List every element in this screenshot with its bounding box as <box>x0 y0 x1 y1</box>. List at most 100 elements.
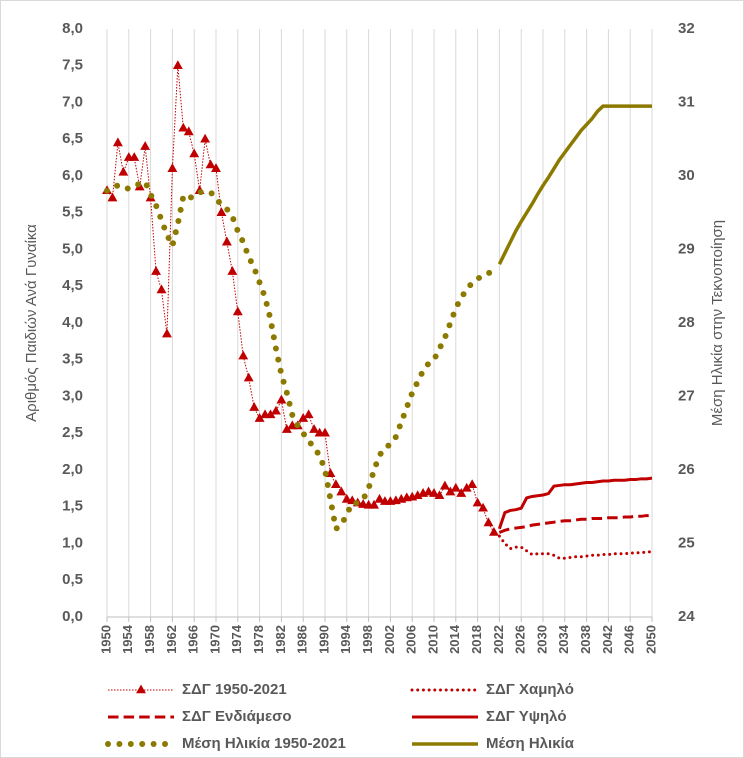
series-marker <box>129 152 140 161</box>
series-marker <box>276 394 287 404</box>
x-tick-label: 2034 <box>556 624 571 654</box>
y2-tick-label: 28 <box>678 314 695 331</box>
series-marker <box>254 413 265 422</box>
x-tick-label: 2006 <box>404 625 419 654</box>
y-axis-label: Αριθμός Παιδιών Ανά Γυναίκα <box>23 224 40 422</box>
series-marker <box>178 122 189 132</box>
series-line <box>497 534 654 560</box>
series-marker <box>200 133 211 143</box>
series-marker <box>216 207 227 217</box>
legend-label: Μέση Ηλικία <box>486 735 575 752</box>
series-marker <box>151 266 161 275</box>
x-tick-label: 1954 <box>120 624 135 654</box>
x-tick-label: 2018 <box>469 625 484 654</box>
x-tick-label: 1958 <box>142 625 157 654</box>
x-tick-label: 1978 <box>251 625 266 654</box>
series-marker <box>221 236 232 246</box>
series-marker <box>336 486 347 496</box>
y-tick-label: 7,5 <box>62 57 83 74</box>
x-tick-label: 1970 <box>207 625 222 654</box>
x-tick-label: 1990 <box>316 625 331 654</box>
series-marker <box>445 486 456 496</box>
x-tick-label: 2046 <box>622 625 637 654</box>
series-marker <box>298 413 309 422</box>
y-tick-label: 8,0 <box>62 20 83 37</box>
series-marker <box>374 493 385 503</box>
series-marker <box>320 427 330 437</box>
series-marker <box>140 141 151 150</box>
series-marker <box>249 402 260 411</box>
series-line <box>497 104 652 265</box>
series-marker <box>429 488 439 497</box>
legend-label: ΣΔΓ 1950-2021 <box>182 681 287 698</box>
y-tick-label: 2,5 <box>62 424 83 441</box>
y2-tick-label: 30 <box>678 167 695 184</box>
series-marker <box>281 424 292 433</box>
y-tick-label: 0,5 <box>62 571 83 588</box>
y2-tick-label: 24 <box>678 608 695 625</box>
series-marker <box>238 350 249 360</box>
y-tick-label: 2,0 <box>62 461 83 478</box>
x-tick-label: 1974 <box>229 624 244 654</box>
series-marker <box>330 479 341 488</box>
series-marker <box>112 137 123 147</box>
series-marker <box>456 488 467 497</box>
series-marker <box>434 490 445 500</box>
series-marker <box>483 517 494 527</box>
x-tick-label: 2038 <box>578 625 593 654</box>
x-tick-label: 2042 <box>600 625 615 654</box>
series-marker <box>472 497 483 507</box>
y-tick-label: 7,0 <box>62 93 83 110</box>
series-marker <box>439 480 450 490</box>
series-marker <box>205 159 216 169</box>
series-marker <box>243 372 254 382</box>
x-tick-label: 2022 <box>491 625 506 654</box>
series-marker <box>107 192 118 202</box>
x-tick-label: 1998 <box>360 625 375 654</box>
y-tick-label: 4,5 <box>62 277 83 294</box>
series-marker <box>467 479 478 488</box>
series-marker <box>478 502 488 512</box>
x-tick-label: 2002 <box>382 625 397 654</box>
legend-label: ΣΔΓ Υψηλό <box>486 708 567 725</box>
y2-tick-label: 26 <box>678 461 695 478</box>
series-marker <box>156 284 167 294</box>
x-tick-label: 1982 <box>273 625 288 654</box>
y-tick-label: 3,5 <box>62 351 83 368</box>
series-marker <box>211 163 221 172</box>
series-marker <box>412 490 423 500</box>
series-marker <box>303 409 314 419</box>
x-tick-label: 1986 <box>295 625 310 654</box>
series-marker <box>369 499 379 509</box>
series-marker <box>271 405 281 415</box>
x-tick-label: 1950 <box>98 625 113 654</box>
x-tick-label: 2030 <box>534 625 549 654</box>
legend-label: ΣΔΓ Χαμηλό <box>486 681 574 698</box>
x-tick-label: 2050 <box>643 625 658 654</box>
y-tick-label: 1,0 <box>62 534 83 551</box>
x-tick-label: 2026 <box>513 625 528 654</box>
series-marker <box>309 424 320 433</box>
series-line <box>497 476 653 530</box>
y2-tick-label: 32 <box>678 20 695 37</box>
legend-label: Μέση Ηλικία 1950-2021 <box>182 735 346 752</box>
y-tick-label: 6,0 <box>62 167 83 184</box>
series-marker <box>341 493 352 503</box>
x-tick-label: 1994 <box>338 624 353 654</box>
series-marker <box>162 328 172 338</box>
x-tick-label: 2014 <box>447 624 462 654</box>
legend-marker <box>136 684 146 694</box>
y-tick-label: 5,5 <box>62 204 83 221</box>
series-marker <box>172 60 183 70</box>
series-marker <box>232 306 243 316</box>
y2-tick-label: 29 <box>678 240 695 257</box>
series-line <box>104 178 497 534</box>
y2-axis-label: Μέση Ηλικία στην Τεκνοποίηση <box>709 220 726 426</box>
series-marker <box>489 526 499 536</box>
series-marker <box>118 166 129 176</box>
y-tick-label: 6,5 <box>62 130 83 147</box>
x-tick-label: 2010 <box>425 625 440 654</box>
series-marker <box>265 409 276 419</box>
